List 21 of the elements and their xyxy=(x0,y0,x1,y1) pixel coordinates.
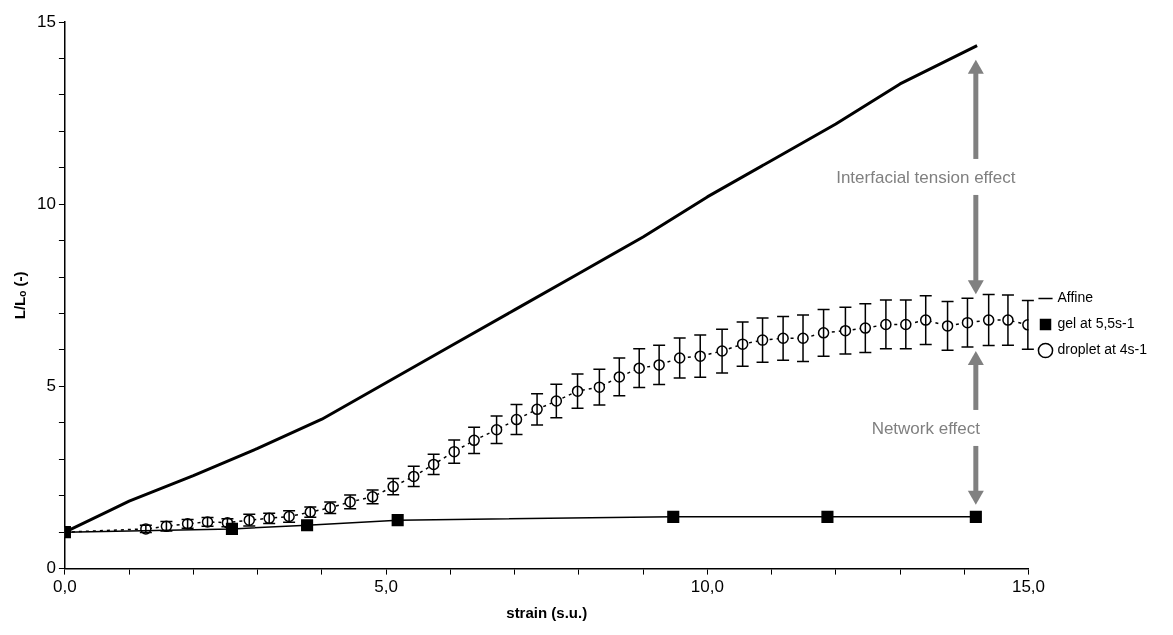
y-axis-title: L/Lₒ (-) xyxy=(11,271,29,320)
point xyxy=(391,514,404,527)
y-tick-label: 15 xyxy=(36,11,56,31)
x-tick-label: 0,0 xyxy=(53,577,77,597)
y-tick-label: 5 xyxy=(46,376,56,396)
point xyxy=(821,510,834,523)
point xyxy=(301,519,314,532)
legend-label: Affine xyxy=(1057,289,1094,306)
x-tick-label: 15,0 xyxy=(1011,577,1046,597)
y-tick-label: 0 xyxy=(46,558,56,578)
legend-label: droplet at 4s-1 xyxy=(1057,341,1148,358)
point xyxy=(969,510,982,523)
point xyxy=(225,522,238,535)
annotation: Interfacial tension effect xyxy=(836,167,1016,187)
point xyxy=(667,510,680,523)
x-tick-label: 5,0 xyxy=(374,577,398,597)
x-axis-title: strain (s.u.) xyxy=(506,604,588,622)
y-tick-label: 10 xyxy=(36,193,56,213)
annotation: Network effect xyxy=(871,418,981,438)
legend-label: gel at 5,5s-1 xyxy=(1057,315,1135,332)
x-tick-label: 10,0 xyxy=(690,577,724,597)
